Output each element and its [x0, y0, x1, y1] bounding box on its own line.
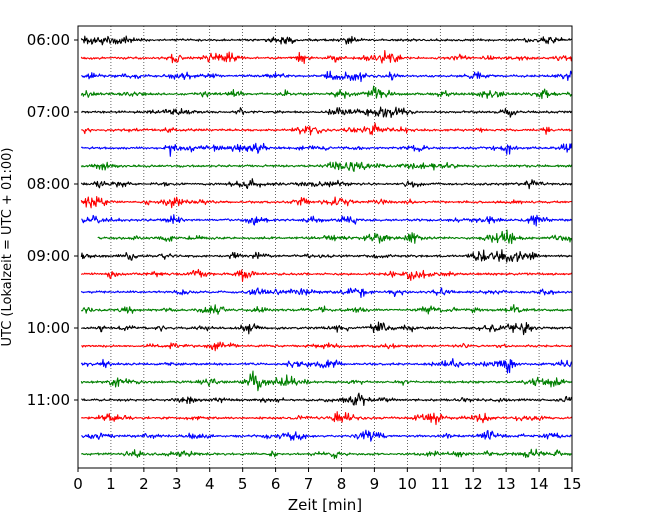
seismogram-trace — [80, 249, 573, 263]
x-tick-label: 2 — [139, 475, 149, 493]
seismogram-trace — [80, 142, 573, 157]
y-tick-label: 06:00 — [27, 31, 70, 49]
x-tick-label: 5 — [238, 475, 248, 493]
x-tick-label: 13 — [497, 475, 516, 493]
seismogram-trace — [81, 214, 573, 227]
y-axis-ticks: 06:00 07:00 08:00 09:00 10:00 11:00 — [27, 31, 78, 409]
x-tick-label: 15 — [562, 475, 581, 493]
x-tick-label: 10 — [398, 475, 417, 493]
seismogram-trace — [80, 196, 573, 209]
seismogram-trace — [80, 304, 573, 315]
x-tick-label: 8 — [337, 475, 347, 493]
seismogram-trace — [80, 411, 573, 426]
seismogram-trace — [80, 161, 573, 172]
x-tick-label: 11 — [431, 475, 450, 493]
x-tick-label: 14 — [530, 475, 549, 493]
y-tick-label: 11:00 — [27, 391, 70, 409]
x-axis-label: Zeit [min] — [288, 496, 362, 514]
seismogram-trace — [81, 341, 573, 352]
x-tick-label: 7 — [304, 475, 314, 493]
seismogram-trace — [80, 268, 573, 282]
seismogram-trace — [81, 122, 573, 136]
seismogram-trace — [81, 70, 573, 83]
y-tick-label: 07:00 — [27, 103, 70, 121]
x-tick-label: 9 — [370, 475, 380, 493]
seismogram-trace — [80, 358, 573, 374]
seismogram-trace — [80, 35, 573, 46]
seismogram-trace — [80, 370, 573, 392]
x-tick-label: 4 — [205, 475, 215, 493]
x-tick-label: 0 — [73, 475, 83, 493]
seismogram-trace — [97, 229, 573, 245]
x-axis-ticks: 0 1 2 3 4 5 6 7 8 9 10 11 12 13 14 15 — [73, 468, 582, 493]
y-axis-label: UTC (Lokalzeit = UTC + 01:00) — [0, 148, 15, 347]
y-tick-label: 09:00 — [27, 247, 70, 265]
x-tick-label: 1 — [106, 475, 116, 493]
x-tick-label: 6 — [271, 475, 281, 493]
seismogram-trace — [81, 392, 573, 406]
seismogram-trace — [80, 85, 573, 100]
seismogram-trace — [80, 448, 573, 460]
x-tick-label: 3 — [172, 475, 182, 493]
seismogram-trace — [80, 287, 573, 298]
y-tick-label: 10:00 — [27, 319, 70, 337]
seismogram-trace — [80, 106, 573, 119]
seismogram-trace — [80, 321, 573, 336]
x-tick-label: 12 — [464, 475, 483, 493]
seismogram-trace — [81, 429, 573, 442]
seismogram-trace — [80, 178, 573, 190]
seismogram-trace — [80, 50, 573, 64]
y-tick-label: 08:00 — [27, 175, 70, 193]
seismogram-traces — [80, 35, 573, 460]
plot-frame — [77, 25, 573, 469]
